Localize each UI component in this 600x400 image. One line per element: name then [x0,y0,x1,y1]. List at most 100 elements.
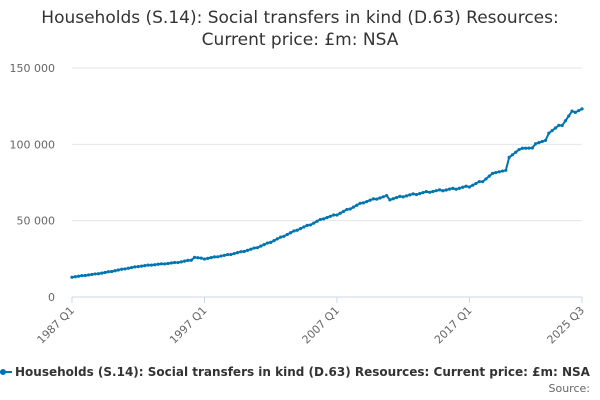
data-point[interactable] [83,273,87,278]
data-point[interactable] [103,270,107,275]
data-point[interactable] [199,256,203,260]
data-point[interactable] [216,255,220,259]
data-point[interactable] [497,170,501,174]
data-point[interactable] [93,272,97,276]
data-point[interactable] [163,262,167,266]
data-point[interactable] [183,259,187,263]
data-point[interactable] [305,223,309,227]
data-point[interactable] [176,260,180,265]
data-point[interactable] [438,188,442,192]
data-point[interactable] [77,274,81,278]
data-point[interactable] [341,209,346,213]
data-point[interactable] [96,272,101,276]
data-point[interactable] [120,267,124,271]
data-point[interactable] [365,199,369,204]
data-point[interactable] [543,138,548,142]
data-point[interactable] [202,257,207,261]
data-point[interactable] [428,190,432,194]
data-point[interactable] [431,189,435,194]
data-point[interactable] [404,194,409,198]
data-point[interactable] [464,184,468,188]
data-point[interactable] [547,131,551,135]
data-point[interactable] [255,246,260,250]
data-point[interactable] [504,168,508,172]
data-point[interactable] [139,264,144,268]
data-point[interactable] [447,187,452,191]
data-point[interactable] [265,241,269,245]
data-point[interactable] [434,189,438,193]
data-point[interactable] [358,201,362,205]
data-point[interactable] [130,265,134,270]
data-point[interactable] [394,195,399,200]
data-point[interactable] [408,193,412,197]
data-point[interactable] [149,263,154,267]
data-point[interactable] [524,146,528,150]
data-point[interactable] [560,123,564,128]
data-point[interactable] [153,263,157,267]
data-point[interactable] [292,229,296,233]
data-point[interactable] [113,269,117,273]
data-point[interactable] [368,198,372,202]
data-point[interactable] [451,186,455,190]
data-point[interactable] [517,147,521,152]
data-point[interactable] [385,194,389,198]
data-point[interactable] [136,265,140,269]
data-point[interactable] [348,207,352,211]
data-point[interactable] [100,271,104,275]
data-point[interactable] [477,180,481,184]
data-point[interactable] [557,123,561,127]
data-point[interactable] [487,174,491,178]
data-point[interactable] [371,197,375,201]
data-point[interactable] [361,201,366,205]
data-point[interactable] [322,217,326,221]
data-point[interactable] [401,195,405,199]
data-point[interactable] [351,205,356,209]
data-point[interactable] [375,197,379,201]
data-point[interactable] [398,194,402,198]
data-point[interactable] [444,188,448,192]
data-point[interactable] [110,269,114,274]
data-point[interactable] [315,219,319,223]
data-point[interactable] [335,213,339,217]
data-point[interactable] [226,252,230,257]
data-point[interactable] [424,190,428,194]
data-point[interactable] [520,146,524,150]
data-point[interactable] [219,254,223,258]
data-point[interactable] [70,275,74,279]
data-point[interactable] [325,215,329,220]
data-point[interactable] [206,256,210,260]
data-point[interactable] [90,272,94,277]
legend[interactable]: Households (S.14): Social transfers in k… [0,365,591,379]
data-point[interactable] [567,114,571,118]
data-point[interactable] [577,109,581,113]
data-point[interactable] [500,169,505,173]
data-point[interactable] [474,181,478,186]
data-point[interactable] [345,207,349,212]
data-point[interactable] [192,255,197,259]
data-point[interactable] [461,185,465,189]
data-point[interactable] [328,214,332,218]
data-point[interactable] [249,247,253,251]
data-point[interactable] [259,244,263,248]
data-point[interactable] [540,139,544,144]
data-point[interactable] [457,186,462,190]
data-point[interactable] [209,256,213,260]
data-point[interactable] [288,231,293,235]
data-point[interactable] [580,107,584,111]
data-point[interactable] [169,261,173,265]
data-point[interactable] [239,250,243,254]
data-point[interactable] [318,217,322,222]
data-point[interactable] [235,251,240,255]
data-point[interactable] [421,191,425,195]
data-point[interactable] [212,255,216,259]
data-point[interactable] [514,150,518,154]
data-point[interactable] [242,249,246,254]
data-point[interactable] [189,258,193,262]
data-point[interactable] [332,213,336,217]
data-point[interactable] [467,185,471,189]
data-point[interactable] [133,265,137,269]
data-point[interactable] [123,267,127,271]
data-point[interactable] [441,189,445,193]
data-point[interactable] [471,183,475,187]
data-point[interactable] [186,258,190,263]
